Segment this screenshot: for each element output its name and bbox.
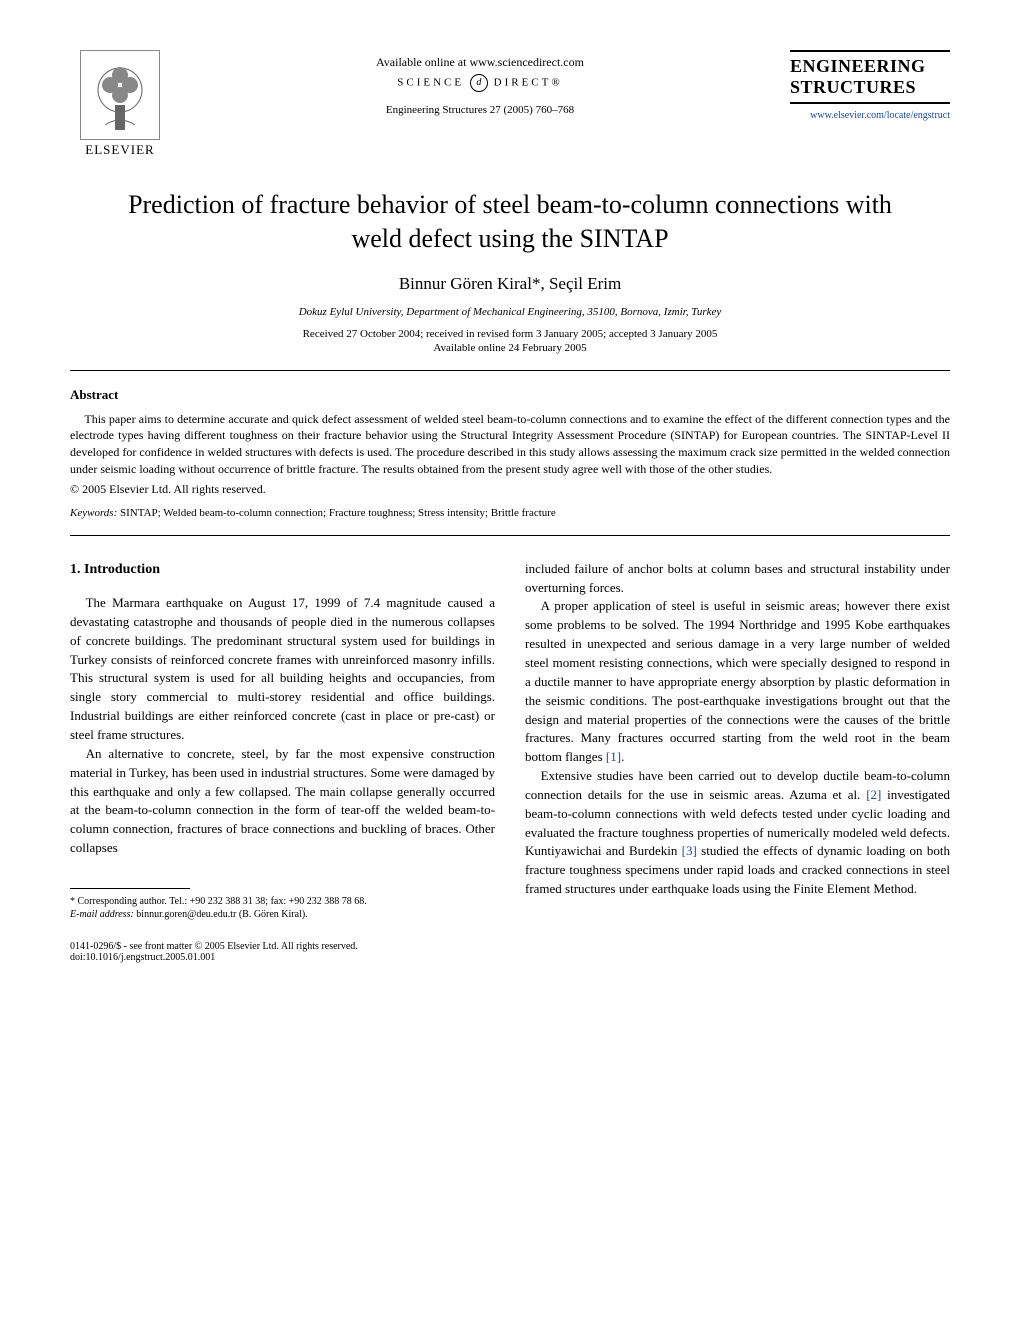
para-4-end: .: [621, 749, 624, 764]
copyright: © 2005 Elsevier Ltd. All rights reserved…: [70, 482, 950, 497]
email-address: binnur.goren@deu.edu.tr (B. Gören Kiral)…: [134, 909, 308, 920]
publisher-block: ELSEVIER: [70, 50, 170, 158]
publisher-name: ELSEVIER: [85, 142, 154, 158]
body-columns: 1. Introduction The Marmara earthquake o…: [70, 560, 950, 921]
para-2: An alternative to concrete, steel, by fa…: [70, 745, 495, 858]
header-row: ELSEVIER Available online at www.science…: [70, 50, 950, 158]
keywords-text: SINTAP; Welded beam-to-column connection…: [117, 507, 556, 519]
article-title: Prediction of fracture behavior of steel…: [110, 188, 910, 256]
journal-reference: Engineering Structures 27 (2005) 760–768: [170, 104, 790, 116]
corresponding-author: * Corresponding author. Tel.: +90 232 38…: [70, 895, 495, 908]
keywords-label: Keywords:: [70, 507, 117, 519]
footer-info: 0141-0296/$ - see front matter © 2005 El…: [70, 941, 950, 963]
authors: Binnur Gören Kiral*, Seçil Erim: [70, 274, 950, 294]
abstract-text: This paper aims to determine accurate an…: [70, 411, 950, 478]
available-online-text: Available online at www.sciencedirect.co…: [170, 55, 790, 70]
divider-2: [70, 535, 950, 536]
footer-line1: 0141-0296/$ - see front matter © 2005 El…: [70, 941, 950, 952]
para-5: Extensive studies have been carried out …: [525, 767, 950, 899]
sd-text-2: DIRECT®: [494, 77, 563, 89]
center-header: Available online at www.sciencedirect.co…: [170, 50, 790, 116]
journal-title-line1: ENGINEERING: [790, 56, 950, 77]
section-1-heading: 1. Introduction: [70, 560, 495, 580]
elsevier-tree-icon: [80, 50, 160, 140]
affiliation: Dokuz Eylul University, Department of Me…: [70, 306, 950, 318]
sd-text-1: SCIENCE: [397, 77, 464, 89]
email-label: E-mail address:: [70, 909, 134, 920]
column-right: included failure of anchor bolts at colu…: [525, 560, 950, 921]
para-1: The Marmara earthquake on August 17, 199…: [70, 594, 495, 745]
column-left: 1. Introduction The Marmara earthquake o…: [70, 560, 495, 921]
abstract-heading: Abstract: [70, 387, 950, 403]
footnote-rule: [70, 888, 190, 889]
ref-3-link[interactable]: [3]: [682, 843, 697, 858]
para-4-text: A proper application of steel is useful …: [525, 598, 950, 764]
para-3: included failure of anchor bolts at colu…: [525, 560, 950, 598]
ref-2-link[interactable]: [2]: [866, 787, 881, 802]
available-date: Available online 24 February 2005: [70, 342, 950, 354]
divider-1: [70, 370, 950, 371]
journal-title-line2: STRUCTURES: [790, 77, 950, 104]
journal-title-box: ENGINEERING STRUCTURES: [790, 50, 950, 104]
email-footnote: E-mail address: binnur.goren@deu.edu.tr …: [70, 908, 495, 921]
ref-1-link[interactable]: [1]: [606, 749, 621, 764]
journal-url[interactable]: www.elsevier.com/locate/engstruct: [790, 110, 950, 121]
keywords: Keywords: SINTAP; Welded beam-to-column …: [70, 507, 950, 519]
journal-block: ENGINEERING STRUCTURES www.elsevier.com/…: [790, 50, 950, 121]
science-direct-logo: SCIENCE d DIRECT®: [170, 74, 790, 92]
footer-doi: doi:10.1016/j.engstruct.2005.01.001: [70, 952, 950, 963]
sd-circle-icon: d: [470, 74, 488, 92]
received-dates: Received 27 October 2004; received in re…: [70, 328, 950, 340]
para-4: A proper application of steel is useful …: [525, 597, 950, 767]
